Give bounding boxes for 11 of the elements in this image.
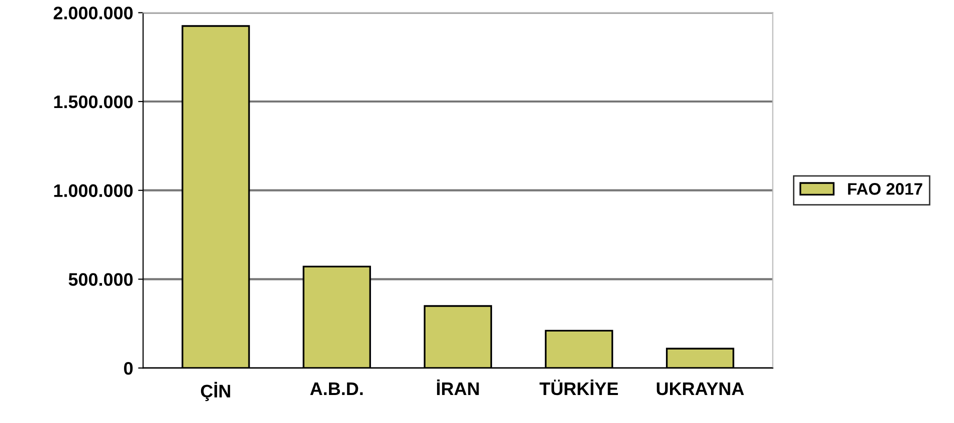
y-tick-label: 1.500.000	[54, 95, 133, 108]
legend-label: FAO 2017	[848, 183, 922, 195]
x-tick-label: İRAN	[437, 380, 479, 395]
x-tick-label: ÇİN	[200, 382, 230, 402]
x-tick-label: UKRAYNA	[656, 382, 744, 396]
y-tick-label: 0	[124, 362, 133, 375]
x-tick-label: TÜRKİYE	[540, 380, 618, 396]
y-tick-label: 1.000.000	[54, 184, 133, 198]
x-tick-label: A.B.D.	[310, 382, 363, 395]
y-tick-label: 500.000	[68, 273, 133, 286]
y-tick-label: 2.000.000	[54, 6, 133, 20]
